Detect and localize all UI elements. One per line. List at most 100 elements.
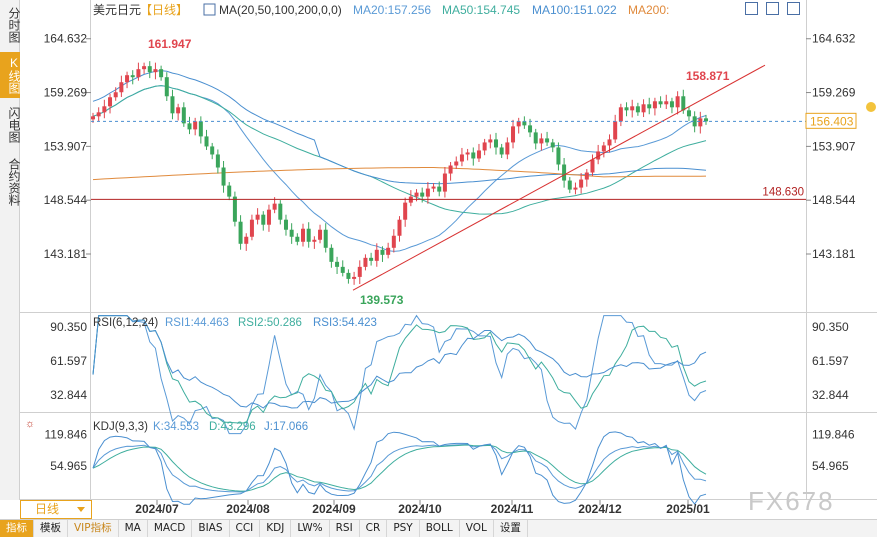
candle-body xyxy=(363,257,368,267)
candle-body xyxy=(613,121,618,140)
candle-body xyxy=(698,118,703,127)
kdj-layer: 119.846 119.846 54.965 54.965 xyxy=(45,428,855,505)
toolbar-cci[interactable]: CCI xyxy=(230,519,261,537)
toolbar-lw[interactable]: LW% xyxy=(291,519,330,537)
restore-window-icon[interactable] xyxy=(745,2,758,15)
candle-body xyxy=(357,266,362,277)
candle-body xyxy=(420,192,425,197)
candle-body xyxy=(91,116,95,120)
toolbar-psy[interactable]: PSY xyxy=(387,519,420,537)
ma100-value: MA100:151.022 xyxy=(532,3,617,17)
candle-body xyxy=(249,219,254,237)
toolbar-macd[interactable]: MACD xyxy=(148,519,193,537)
y-tick-label-right: 148.544 xyxy=(812,193,856,207)
overlay-layer: 148.630 156.403 161.947 139.573 158.871 xyxy=(91,37,857,307)
candle-body xyxy=(295,236,300,242)
rsi3-value: RSI3:54.423 xyxy=(313,317,377,329)
y-tick-label: 159.269 xyxy=(44,86,88,100)
candle-body xyxy=(686,110,691,117)
kdj-settings-icon[interactable]: ☼ xyxy=(25,418,35,430)
rsi-tick-label: 90.350 xyxy=(50,320,87,334)
price-marker-icon[interactable] xyxy=(866,102,876,112)
candle-body xyxy=(278,203,283,220)
kdj-tick-label-right: 119.846 xyxy=(812,428,855,442)
candle-body xyxy=(596,151,601,160)
axis-layer: 164.632 164.632 159.269 159.269 153.907 153.9… xyxy=(44,32,856,516)
toolbar-ma[interactable]: MA xyxy=(119,519,148,537)
y-tick-label: 143.181 xyxy=(44,247,88,261)
ma200-line xyxy=(92,167,707,181)
period-dropdown[interactable]: 日线 xyxy=(20,500,92,519)
candle-body xyxy=(125,75,130,83)
candle-body xyxy=(482,142,487,151)
toolbar-templates[interactable]: 模板 xyxy=(34,519,68,537)
fullscreen-window-icon[interactable] xyxy=(787,2,800,15)
candle-body xyxy=(607,139,612,146)
candle-body xyxy=(329,247,334,262)
maximize-window-icon[interactable] xyxy=(766,2,779,15)
toolbar-indicators[interactable]: 指标 xyxy=(0,519,34,537)
candle-body xyxy=(153,69,158,73)
candle-body xyxy=(528,125,533,133)
tab-kline[interactable]: K线图 xyxy=(0,52,21,98)
candle-body xyxy=(556,147,561,165)
candle-body xyxy=(142,66,147,70)
toolbar-kdj[interactable]: KDJ xyxy=(260,519,292,537)
chart-canvas[interactable]: 148.630 156.403 161.947 139.573 158.871 90.3… xyxy=(0,0,877,519)
candle-body xyxy=(187,123,192,130)
candle-body xyxy=(232,196,237,222)
candle-body xyxy=(301,228,306,242)
chevron-down-icon xyxy=(77,507,85,512)
kdj-j-value: J:17.066 xyxy=(264,421,308,433)
candle-body xyxy=(499,147,504,155)
rsi2-line xyxy=(92,315,707,424)
candle-body xyxy=(261,214,266,225)
toolbar-boll[interactable]: BOLL xyxy=(420,519,460,537)
candle-body xyxy=(369,257,374,261)
candlestick-layer xyxy=(91,61,708,285)
high-label: 161.947 xyxy=(148,37,192,51)
rsi-tick-label-right: 90.350 xyxy=(812,320,849,334)
candle-body xyxy=(221,167,226,186)
x-tick-label: 2024/12 xyxy=(578,502,622,516)
indicator-toolbar: 指标 模板 VIP指标 MA MACD BIAS CCI KDJ LW% RSI… xyxy=(0,519,877,537)
toolbar-settings[interactable]: 设置 xyxy=(494,519,528,537)
candle-body xyxy=(181,107,186,124)
candle-body xyxy=(584,172,589,180)
candle-body xyxy=(431,186,436,189)
rsi1-line xyxy=(92,314,707,435)
kdj-title: KDJ(9,3,3) xyxy=(93,421,148,433)
toolbar-vol[interactable]: VOL xyxy=(460,519,494,537)
toolbar-cr[interactable]: CR xyxy=(360,519,388,537)
candle-body xyxy=(306,228,311,242)
toolbar-rsi[interactable]: RSI xyxy=(330,519,360,537)
tab-flash[interactable]: 闪电图 xyxy=(7,107,21,143)
candle-body xyxy=(283,219,288,230)
ma20-value: MA20:157.256 xyxy=(353,3,431,17)
candle-body xyxy=(425,188,430,197)
candle-body xyxy=(147,66,152,73)
period-tag: 【日线】 xyxy=(140,3,188,17)
rsi3-line xyxy=(92,315,707,409)
support-label: 148.630 xyxy=(762,186,804,198)
indicator-settings-icon[interactable] xyxy=(203,3,216,16)
tab-timeshare[interactable]: 分时图 xyxy=(7,7,21,43)
candle-body xyxy=(386,247,391,255)
candle-body xyxy=(176,107,181,114)
rsi2-value: RSI2:50.286 xyxy=(238,317,302,329)
candle-body xyxy=(289,229,294,237)
y-tick-label-right: 143.181 xyxy=(812,247,856,261)
candle-body xyxy=(692,116,697,127)
candle-body xyxy=(335,261,340,267)
toolbar-vip-indicators[interactable]: VIP指标 xyxy=(68,519,119,537)
toolbar-bias[interactable]: BIAS xyxy=(192,519,230,537)
candle-body xyxy=(664,101,669,105)
y-tick-label-right: 164.632 xyxy=(812,32,856,46)
y-tick-label-right: 153.907 xyxy=(812,139,856,153)
candle-body xyxy=(255,214,260,220)
ma100-line xyxy=(92,70,707,185)
candle-body xyxy=(681,96,686,111)
tab-contract-info[interactable]: 合约资料 xyxy=(7,158,21,206)
candle-body xyxy=(403,202,408,220)
rsi-layer: 90.350 90.350 61.597 61.597 32.844 32.844 xyxy=(50,314,849,435)
